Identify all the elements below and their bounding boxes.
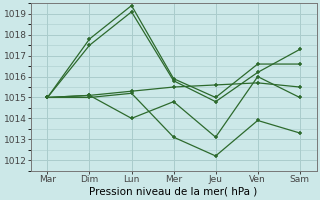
X-axis label: Pression niveau de la mer( hPa ): Pression niveau de la mer( hPa ) [90, 187, 258, 197]
